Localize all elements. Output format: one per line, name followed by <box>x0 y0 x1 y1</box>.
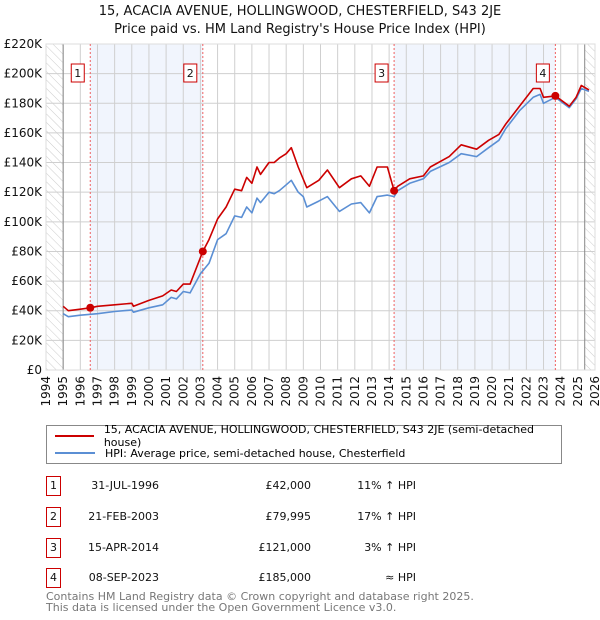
y-tick-label: £20K <box>11 333 43 347</box>
x-tick-label: 1994 <box>39 376 53 407</box>
sale-label-box <box>183 63 198 83</box>
footer-line-1: Contains HM Land Registry data © Crown c… <box>46 590 474 603</box>
legend-swatch-blue <box>55 452 95 454</box>
chart-subtitle: Price paid vs. HM Land Registry's House … <box>114 22 486 37</box>
x-tick-label: 2003 <box>193 376 207 407</box>
x-tick-label: 1998 <box>108 376 122 407</box>
transaction-hpi-relation: ≈ HPI <box>385 571 416 584</box>
transaction-row: 3 15-APR-2014 £121,000 3% ↑ HPI <box>46 538 426 558</box>
x-tick-label: 1997 <box>90 376 104 407</box>
sale-label: 3 <box>378 67 385 80</box>
x-tick-label: 2013 <box>365 376 379 407</box>
sale-label: 2 <box>187 67 194 80</box>
y-tick-label: £80K <box>11 244 43 258</box>
footer-line-2: This data is licensed under the Open Gov… <box>46 601 397 614</box>
legend-swatch-red <box>55 435 94 437</box>
x-tick-label: 2023 <box>537 376 551 407</box>
x-tick-label: 2020 <box>485 376 499 407</box>
transaction-number-badge: 4 <box>46 568 61 588</box>
x-tick-label: 2008 <box>279 376 293 407</box>
x-tick-label: 2004 <box>211 376 225 407</box>
x-tick-label: 2015 <box>399 376 413 407</box>
x-tick-label: 2009 <box>296 376 310 407</box>
x-tick-label: 2018 <box>451 376 465 407</box>
transaction-date: 31-JUL-1996 <box>91 479 159 492</box>
x-tick-label: 2014 <box>382 376 396 407</box>
chart-legend: 15, ACACIA AVENUE, HOLLINGWOOD, CHESTERF… <box>46 423 562 464</box>
transaction-number-badge: 2 <box>46 507 61 527</box>
transaction-price: £185,000 <box>258 571 312 584</box>
x-tick-label: 1996 <box>73 376 87 407</box>
x-tick-label: 2026 <box>588 376 600 407</box>
hpi-line <box>62 87 590 318</box>
transaction-date: 08-SEP-2023 <box>88 571 159 584</box>
sale-label: 1 <box>74 67 81 80</box>
y-tick-label: £40K <box>11 304 43 318</box>
plot-border <box>45 43 596 371</box>
transaction-price: £121,000 <box>258 541 312 554</box>
sale-label-box <box>70 63 85 83</box>
x-tick-label: 2001 <box>159 376 173 407</box>
legend-item-hpi: HPI: Average price, semi-detached house,… <box>55 445 405 461</box>
chart-title: 15, ACACIA AVENUE, HOLLINGWOOD, CHESTERF… <box>98 4 502 19</box>
x-tick-label: 2016 <box>416 376 430 407</box>
transaction-row: 1 31-JUL-1996 £42,000 11% ↑ HPI <box>46 476 426 496</box>
y-tick-label: £60K <box>11 274 43 288</box>
x-tick-label: 2022 <box>519 376 533 407</box>
x-tick-label: 2017 <box>434 376 448 407</box>
sale-point <box>551 91 560 100</box>
x-tick-label: 2021 <box>502 376 516 407</box>
y-tick-label: £200K <box>4 67 44 81</box>
transaction-hpi-relation: 3% ↑ HPI <box>364 541 416 554</box>
legend-item-property: 15, ACACIA AVENUE, HOLLINGWOOD, CHESTERF… <box>55 423 561 449</box>
transaction-number-badge: 1 <box>46 476 61 496</box>
transaction-row: 2 21-FEB-2003 £79,995 17% ↑ HPI <box>46 507 426 527</box>
property-price-line <box>62 84 590 312</box>
hatched-region <box>584 44 595 370</box>
x-tick-label: 1995 <box>56 376 70 407</box>
x-tick-label: 2006 <box>245 376 259 407</box>
y-tick-label: £100K <box>4 215 44 229</box>
transaction-number-badge: 3 <box>46 538 61 558</box>
transaction-price: £79,995 <box>265 510 312 523</box>
transaction-price: £42,000 <box>265 479 312 492</box>
hatched-region <box>46 44 64 370</box>
transaction-date: 21-FEB-2003 <box>88 510 159 523</box>
x-tick-label: 2000 <box>142 376 156 407</box>
legend-label: 15, ACACIA AVENUE, HOLLINGWOOD, CHESTERF… <box>103 423 535 449</box>
y-tick-label: £140K <box>4 156 44 170</box>
x-tick-label: 2005 <box>228 376 242 407</box>
y-tick-label: £180K <box>4 96 44 110</box>
y-tick-label: £220K <box>4 37 44 51</box>
sale-label-box <box>535 63 550 83</box>
legend-label: HPI: Average price, semi-detached house,… <box>105 446 406 460</box>
x-tick-label: 2019 <box>468 376 482 407</box>
shaded-period <box>90 44 203 370</box>
x-tick-label: 2012 <box>348 376 362 407</box>
x-tick-label: 2011 <box>331 376 345 407</box>
transaction-hpi-relation: 11% ↑ HPI <box>357 479 416 492</box>
sale-label: 4 <box>539 67 546 80</box>
x-tick-label: 2010 <box>314 376 328 407</box>
sale-point <box>198 247 207 256</box>
transaction-row: 4 08-SEP-2023 £185,000 ≈ HPI <box>46 568 426 588</box>
y-tick-label: £0 <box>27 363 42 377</box>
y-tick-label: £120K <box>4 185 44 199</box>
x-tick-label: 1999 <box>125 376 139 407</box>
x-tick-label: 2007 <box>262 376 276 407</box>
transaction-date: 15-APR-2014 <box>87 541 159 554</box>
x-tick-label: 2025 <box>571 376 585 407</box>
x-tick-label: 2002 <box>176 376 190 407</box>
sale-point <box>86 303 95 312</box>
sale-label-box <box>374 63 389 83</box>
transaction-hpi-relation: 17% ↑ HPI <box>357 510 416 523</box>
price-chart: 1994 1995 1996 1997 1998 1999 2000 2001 2002 2003… <box>4 37 600 407</box>
y-tick-label: £160K <box>4 126 44 140</box>
sale-point <box>390 186 399 195</box>
x-tick-label: 2024 <box>554 376 568 407</box>
